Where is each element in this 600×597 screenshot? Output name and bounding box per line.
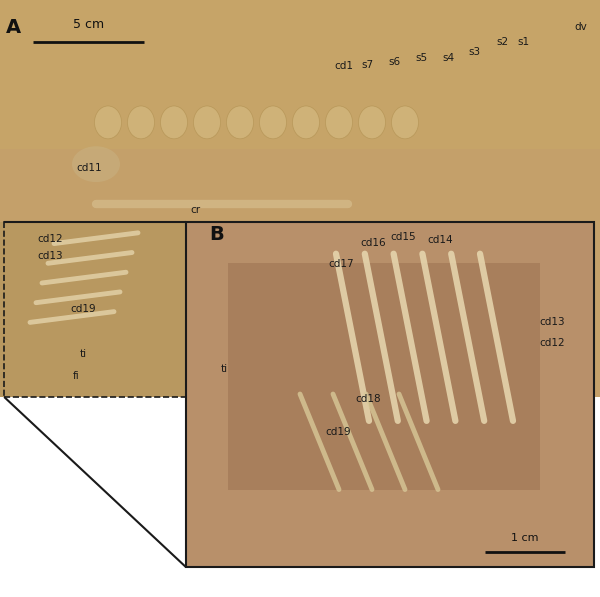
Ellipse shape: [227, 106, 254, 139]
Text: fi: fi: [73, 371, 80, 381]
Text: s1: s1: [517, 37, 529, 47]
Text: cd18: cd18: [355, 394, 381, 404]
Text: cd19: cd19: [325, 427, 351, 436]
Text: ti: ti: [80, 349, 87, 359]
Text: cd15: cd15: [391, 232, 416, 242]
Bar: [228, 263, 540, 490]
Text: cd12: cd12: [539, 338, 565, 348]
Text: cd17: cd17: [329, 259, 355, 269]
Text: cd12: cd12: [38, 234, 64, 244]
Ellipse shape: [128, 106, 155, 139]
Text: 5 cm: 5 cm: [73, 18, 104, 31]
Bar: [186, 222, 594, 567]
Text: s7: s7: [361, 60, 373, 70]
Ellipse shape: [72, 146, 120, 182]
Bar: [0, 222, 186, 397]
Text: cd11: cd11: [77, 164, 103, 173]
Text: dv: dv: [575, 22, 587, 32]
Bar: [0, 397, 186, 597]
Text: s5: s5: [416, 53, 428, 63]
Ellipse shape: [325, 106, 352, 139]
Bar: [0, 0, 600, 149]
Text: cd13: cd13: [38, 251, 64, 260]
Text: cd16: cd16: [361, 238, 386, 248]
Text: 1 cm: 1 cm: [511, 533, 539, 543]
Ellipse shape: [95, 106, 121, 139]
Text: s6: s6: [389, 57, 401, 67]
Text: B: B: [209, 225, 224, 244]
Text: cd14: cd14: [427, 235, 453, 245]
Ellipse shape: [260, 106, 287, 139]
Bar: [4, 222, 186, 397]
Ellipse shape: [161, 106, 187, 139]
Bar: [0, 0, 600, 397]
Text: A: A: [6, 18, 21, 37]
Text: cr: cr: [191, 205, 201, 215]
Bar: [186, 222, 594, 567]
Text: s2: s2: [497, 37, 509, 47]
Text: s4: s4: [443, 53, 455, 63]
Ellipse shape: [392, 106, 419, 139]
Text: s3: s3: [468, 47, 480, 57]
Text: cd13: cd13: [539, 318, 565, 327]
Ellipse shape: [359, 106, 386, 139]
Ellipse shape: [193, 106, 221, 139]
Text: ti: ti: [221, 364, 228, 374]
Ellipse shape: [293, 106, 320, 139]
Text: cd1: cd1: [334, 61, 353, 72]
Text: cd19: cd19: [71, 304, 97, 313]
